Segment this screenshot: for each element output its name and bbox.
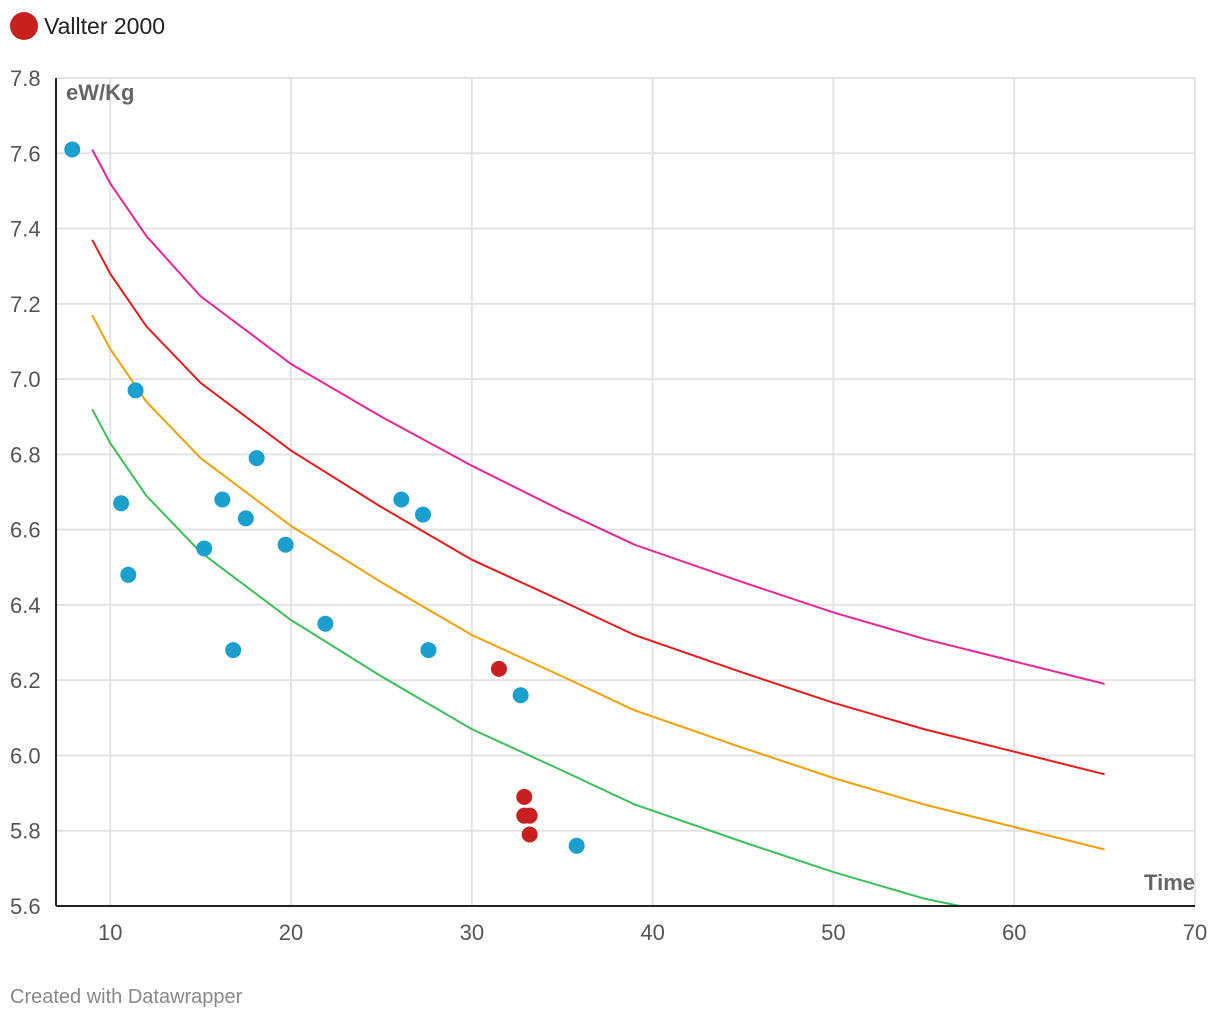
climb-point	[512, 687, 529, 704]
x-axis-label: Time	[1144, 870, 1195, 895]
y-tick-label: 7.0	[10, 367, 41, 392]
curve-lines	[91, 149, 1105, 907]
y-tick-label: 6.4	[10, 593, 41, 618]
climb-point	[277, 536, 294, 553]
climb-point	[120, 566, 137, 583]
climb-point	[420, 642, 437, 659]
vallter-point	[521, 826, 538, 843]
vallter-point	[516, 788, 533, 805]
legend-label: Vallter 2000	[44, 12, 166, 39]
y-tick-label: 5.6	[10, 894, 41, 919]
climb-point	[127, 382, 144, 399]
climb-point	[196, 540, 213, 557]
y-tick-label: 7.6	[10, 141, 41, 166]
y-tick-label: 6.2	[10, 668, 41, 693]
x-tick-label: 30	[460, 920, 484, 945]
y-axis-label: eW/Kg	[66, 80, 134, 105]
y-tick-label: 7.8	[10, 66, 41, 91]
vallter-point	[521, 807, 538, 824]
y-tick-label: 7.2	[10, 292, 41, 317]
credit-text: Created with Datawrapper	[10, 986, 243, 1008]
curve-line-5	[91, 408, 961, 907]
climb-point	[393, 491, 410, 508]
curve-line-4	[91, 314, 1105, 851]
climb-point	[568, 837, 585, 854]
x-tick-labels: 10 20 30 40 50 60 70	[98, 920, 1207, 945]
x-tick-label: 50	[821, 920, 845, 945]
grid-lines	[55, 77, 1196, 906]
y-tick-label: 5.8	[10, 819, 41, 844]
climb-point	[248, 450, 265, 467]
data-points	[64, 141, 585, 854]
climb-point	[113, 495, 130, 512]
y-tick-label: 6.0	[10, 743, 41, 768]
x-tick-label: 60	[1002, 920, 1026, 945]
y-tick-label: 6.6	[10, 518, 41, 543]
y-tick-label: 6.8	[10, 442, 41, 467]
climb-point	[317, 615, 334, 632]
x-tick-label: 40	[640, 920, 664, 945]
x-tick-label: 20	[279, 920, 303, 945]
climb-point	[64, 141, 81, 158]
y-tick-labels: 5.6 5.8 6.0 6.2 6.4 6.6 6.8 7.0 7.2 7.4 7.6 7.8	[10, 66, 41, 919]
climb-point	[225, 642, 242, 659]
x-tick-label: 70	[1183, 920, 1207, 945]
legend-marker	[10, 12, 38, 40]
climb-point	[237, 510, 254, 527]
y-tick-label: 7.4	[10, 217, 41, 242]
curve-line-3	[91, 239, 1105, 776]
x-tick-label: 10	[98, 920, 122, 945]
legend: Vallter 2000	[10, 12, 165, 40]
climb-point	[214, 491, 231, 508]
climb-point	[415, 506, 432, 523]
vallter-point	[490, 660, 507, 677]
curve-line-2	[91, 149, 1105, 685]
